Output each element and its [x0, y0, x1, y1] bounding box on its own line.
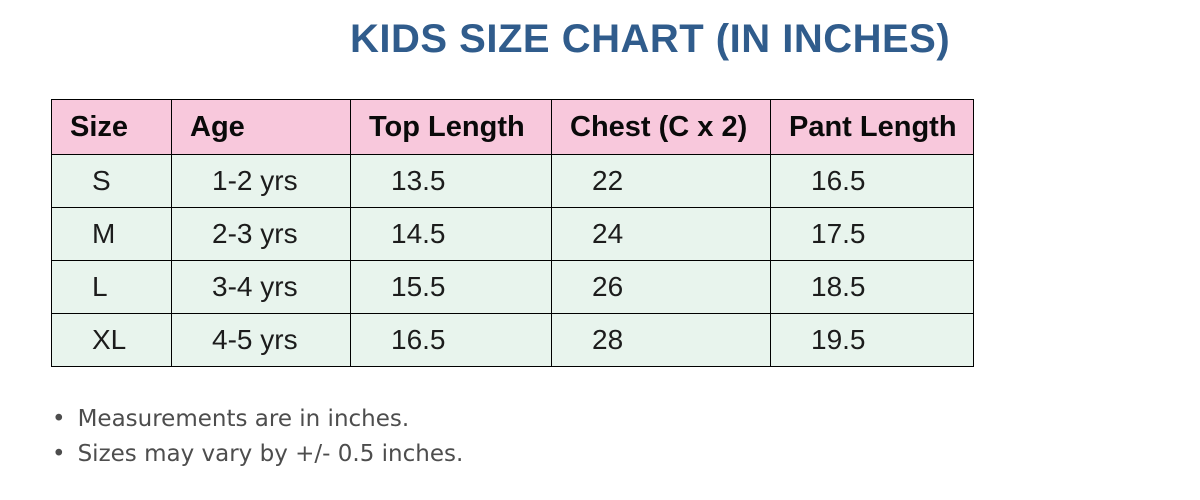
chart-title: KIDS SIZE CHART (IN INCHES)	[350, 17, 951, 61]
cell-chest: 22	[551, 154, 771, 208]
column-header-top-length: Top Length	[350, 99, 552, 155]
cell-top-length: 13.5	[350, 154, 552, 208]
cell-size: XL	[51, 313, 172, 367]
cell-chest: 24	[551, 207, 771, 261]
cell-pant-length: 16.5	[770, 154, 974, 208]
table-row-m: M 2-3 yrs 14.5 24 17.5	[51, 207, 974, 261]
column-header-size: Size	[51, 99, 172, 155]
size-chart-table: Size Age Top Length Chest (C x 2) Pant L…	[51, 99, 974, 367]
table-row-xl: XL 4-5 yrs 16.5 28 19.5	[51, 313, 974, 367]
cell-age: 3-4 yrs	[171, 260, 351, 314]
cell-top-length: 16.5	[350, 313, 552, 367]
table-row-s: S 1-2 yrs 13.5 22 16.5	[51, 154, 974, 208]
cell-chest: 28	[551, 313, 771, 367]
column-header-pant-length: Pant Length	[770, 99, 974, 155]
cell-pant-length: 18.5	[770, 260, 974, 314]
cell-size: L	[51, 260, 172, 314]
cell-age: 2-3 yrs	[171, 207, 351, 261]
cell-chest: 26	[551, 260, 771, 314]
note-measurements: Measurements are in inches.	[52, 402, 463, 437]
column-header-chest: Chest (C x 2)	[551, 99, 771, 155]
footnotes: Measurements are in inches. Sizes may va…	[52, 402, 464, 472]
cell-size: S	[51, 154, 172, 208]
table-row-l: L 3-4 yrs 15.5 26 18.5	[51, 260, 974, 314]
cell-top-length: 15.5	[350, 260, 552, 314]
column-header-age: Age	[171, 99, 351, 155]
cell-pant-length: 17.5	[770, 207, 974, 261]
cell-size: M	[51, 207, 172, 261]
cell-age: 1-2 yrs	[171, 154, 351, 208]
header-row: Size Age Top Length Chest (C x 2) Pant L…	[51, 99, 974, 155]
cell-age: 4-5 yrs	[171, 313, 351, 367]
cell-pant-length: 19.5	[770, 313, 974, 367]
cell-top-length: 14.5	[350, 207, 552, 261]
note-size-tolerance: Sizes may vary by +/- 0.5 inches.	[52, 437, 464, 472]
